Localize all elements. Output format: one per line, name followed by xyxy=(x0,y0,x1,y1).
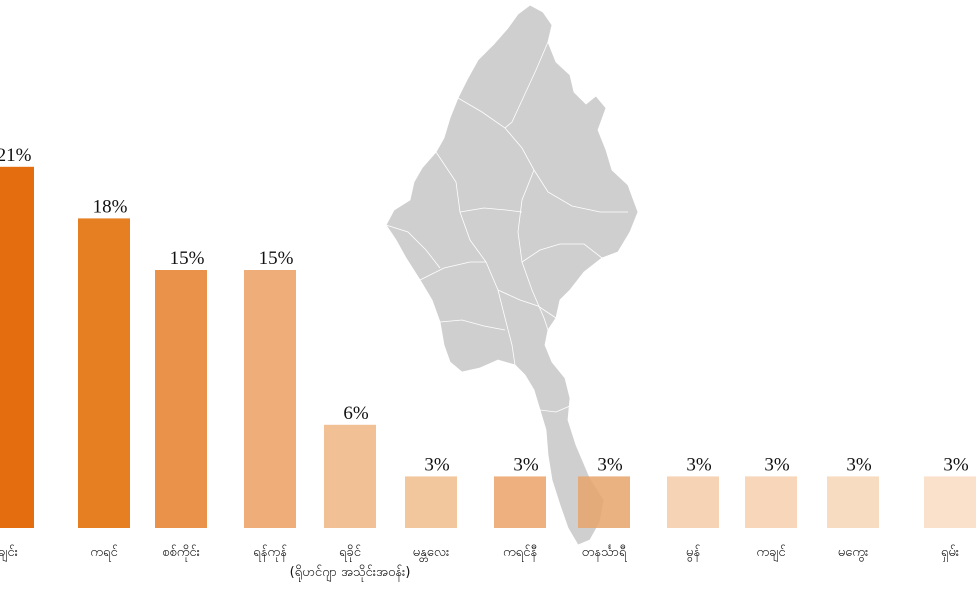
bar-9 xyxy=(667,476,719,528)
category-label-10: ကချင် xyxy=(756,544,786,562)
myanmar-map-background xyxy=(385,4,639,546)
bar-10 xyxy=(745,476,797,528)
value-label-4: 15% xyxy=(259,248,294,269)
category-label-3: စစ်ကိုင်း xyxy=(162,544,200,562)
value-label-12: 3% xyxy=(943,454,969,475)
category-label-12: ရှမ်း xyxy=(941,544,959,562)
bar-2 xyxy=(78,218,130,528)
category-label-1: ချင်း xyxy=(0,544,18,562)
bar-6 xyxy=(405,476,457,528)
category-label-8: တနင်္သာရီ xyxy=(582,544,627,562)
value-label-11: 3% xyxy=(846,454,872,475)
category-label-6: မန္တလေး xyxy=(413,545,450,562)
bar-3 xyxy=(155,270,207,528)
value-label-2: 18% xyxy=(93,196,128,217)
bar-11 xyxy=(827,476,879,528)
value-label-1: 21% xyxy=(0,145,32,166)
bar-4 xyxy=(244,270,296,528)
bar-5 xyxy=(324,424,376,528)
bar-7 xyxy=(494,476,546,528)
bar-1 xyxy=(0,166,34,529)
value-label-5: 6% xyxy=(343,403,369,424)
value-label-10: 3% xyxy=(764,454,790,475)
value-label-6: 3% xyxy=(424,454,450,475)
category-label-5: ရခိုင်(ရိုဟင်ဂျာ အသိုင်းအဝန်း) xyxy=(290,544,411,582)
value-label-7: 3% xyxy=(513,454,539,475)
bar-12 xyxy=(924,476,976,528)
category-label-11: မကွေး xyxy=(838,545,869,562)
value-label-8: 3% xyxy=(597,454,623,475)
value-label-3: 15% xyxy=(170,248,205,269)
value-label-9: 3% xyxy=(686,454,712,475)
category-label-9: မွန် xyxy=(686,544,701,562)
category-label-7: ကရင်နီ xyxy=(503,544,537,562)
category-label-2: ကရင် xyxy=(90,544,118,562)
category-label-4: ရန်ကုန် xyxy=(253,544,287,562)
bar-8 xyxy=(578,476,630,528)
